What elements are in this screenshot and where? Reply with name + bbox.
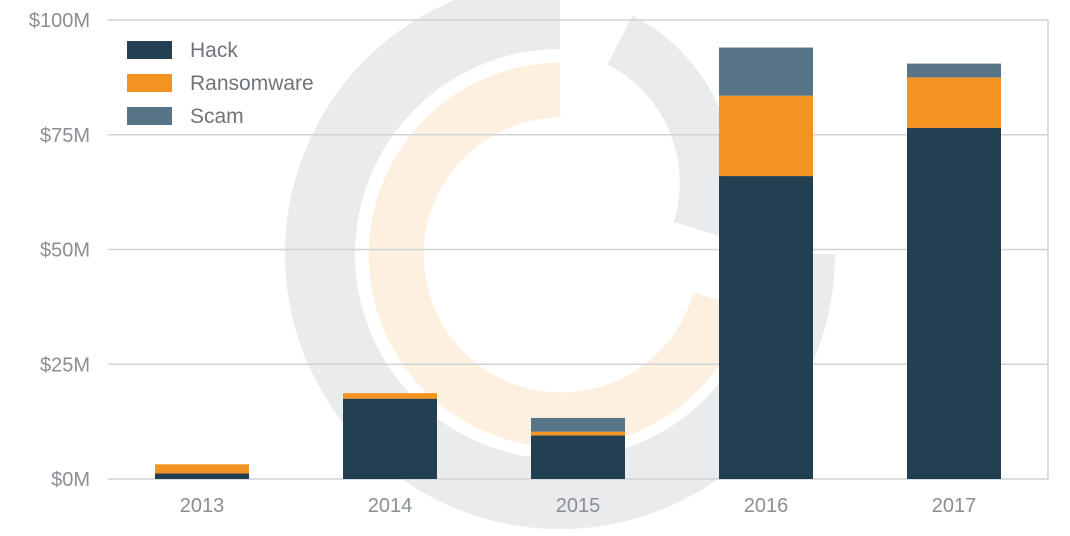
- y-tick-label: $25M: [40, 354, 90, 376]
- bar-hack-2016: [719, 176, 813, 479]
- bar-hack-2014: [343, 398, 437, 479]
- bar-ransomware-2014: [343, 393, 437, 399]
- legend-label-ransomware: Ransomware: [190, 72, 314, 95]
- bar-ransomware-2017: [907, 77, 1001, 128]
- bar-hack-2017: [907, 127, 1001, 480]
- legend: Hack Ransomware Scam: [127, 39, 314, 128]
- bar-ransomware-2016: [719, 95, 813, 177]
- x-tick-label: 2016: [744, 495, 789, 517]
- legend-swatch-ransomware: [127, 74, 172, 92]
- y-axis: $0M $25M $50M $75M $100M: [29, 10, 90, 491]
- x-tick-label: 2013: [180, 495, 225, 517]
- y-tick-label: $75M: [40, 125, 90, 147]
- bar-scam-2015: [531, 417, 625, 432]
- bar-hack-2013: [155, 473, 249, 479]
- bar-ransomware-2013: [155, 464, 249, 474]
- x-tick-label: 2015: [556, 495, 601, 517]
- x-tick-label: 2017: [932, 495, 977, 517]
- legend-label-hack: Hack: [190, 39, 238, 62]
- bars: [155, 47, 1001, 480]
- y-tick-label: $100M: [29, 10, 90, 32]
- grid: [108, 19, 1049, 480]
- legend-swatch-scam: [127, 107, 172, 125]
- x-tick-label: 2014: [368, 495, 413, 517]
- legend-label-scam: Scam: [190, 105, 244, 128]
- bar-ransomware-2015: [531, 431, 625, 436]
- y-tick-label: $50M: [40, 240, 90, 262]
- bar-scam-2017: [907, 63, 1001, 78]
- bar-hack-2015: [531, 435, 625, 479]
- bar-scam-2016: [719, 47, 813, 96]
- legend-swatch-hack: [127, 41, 172, 59]
- y-tick-label: $0M: [51, 469, 90, 491]
- x-axis: 2013 2014 2015 2016 2017: [180, 495, 977, 517]
